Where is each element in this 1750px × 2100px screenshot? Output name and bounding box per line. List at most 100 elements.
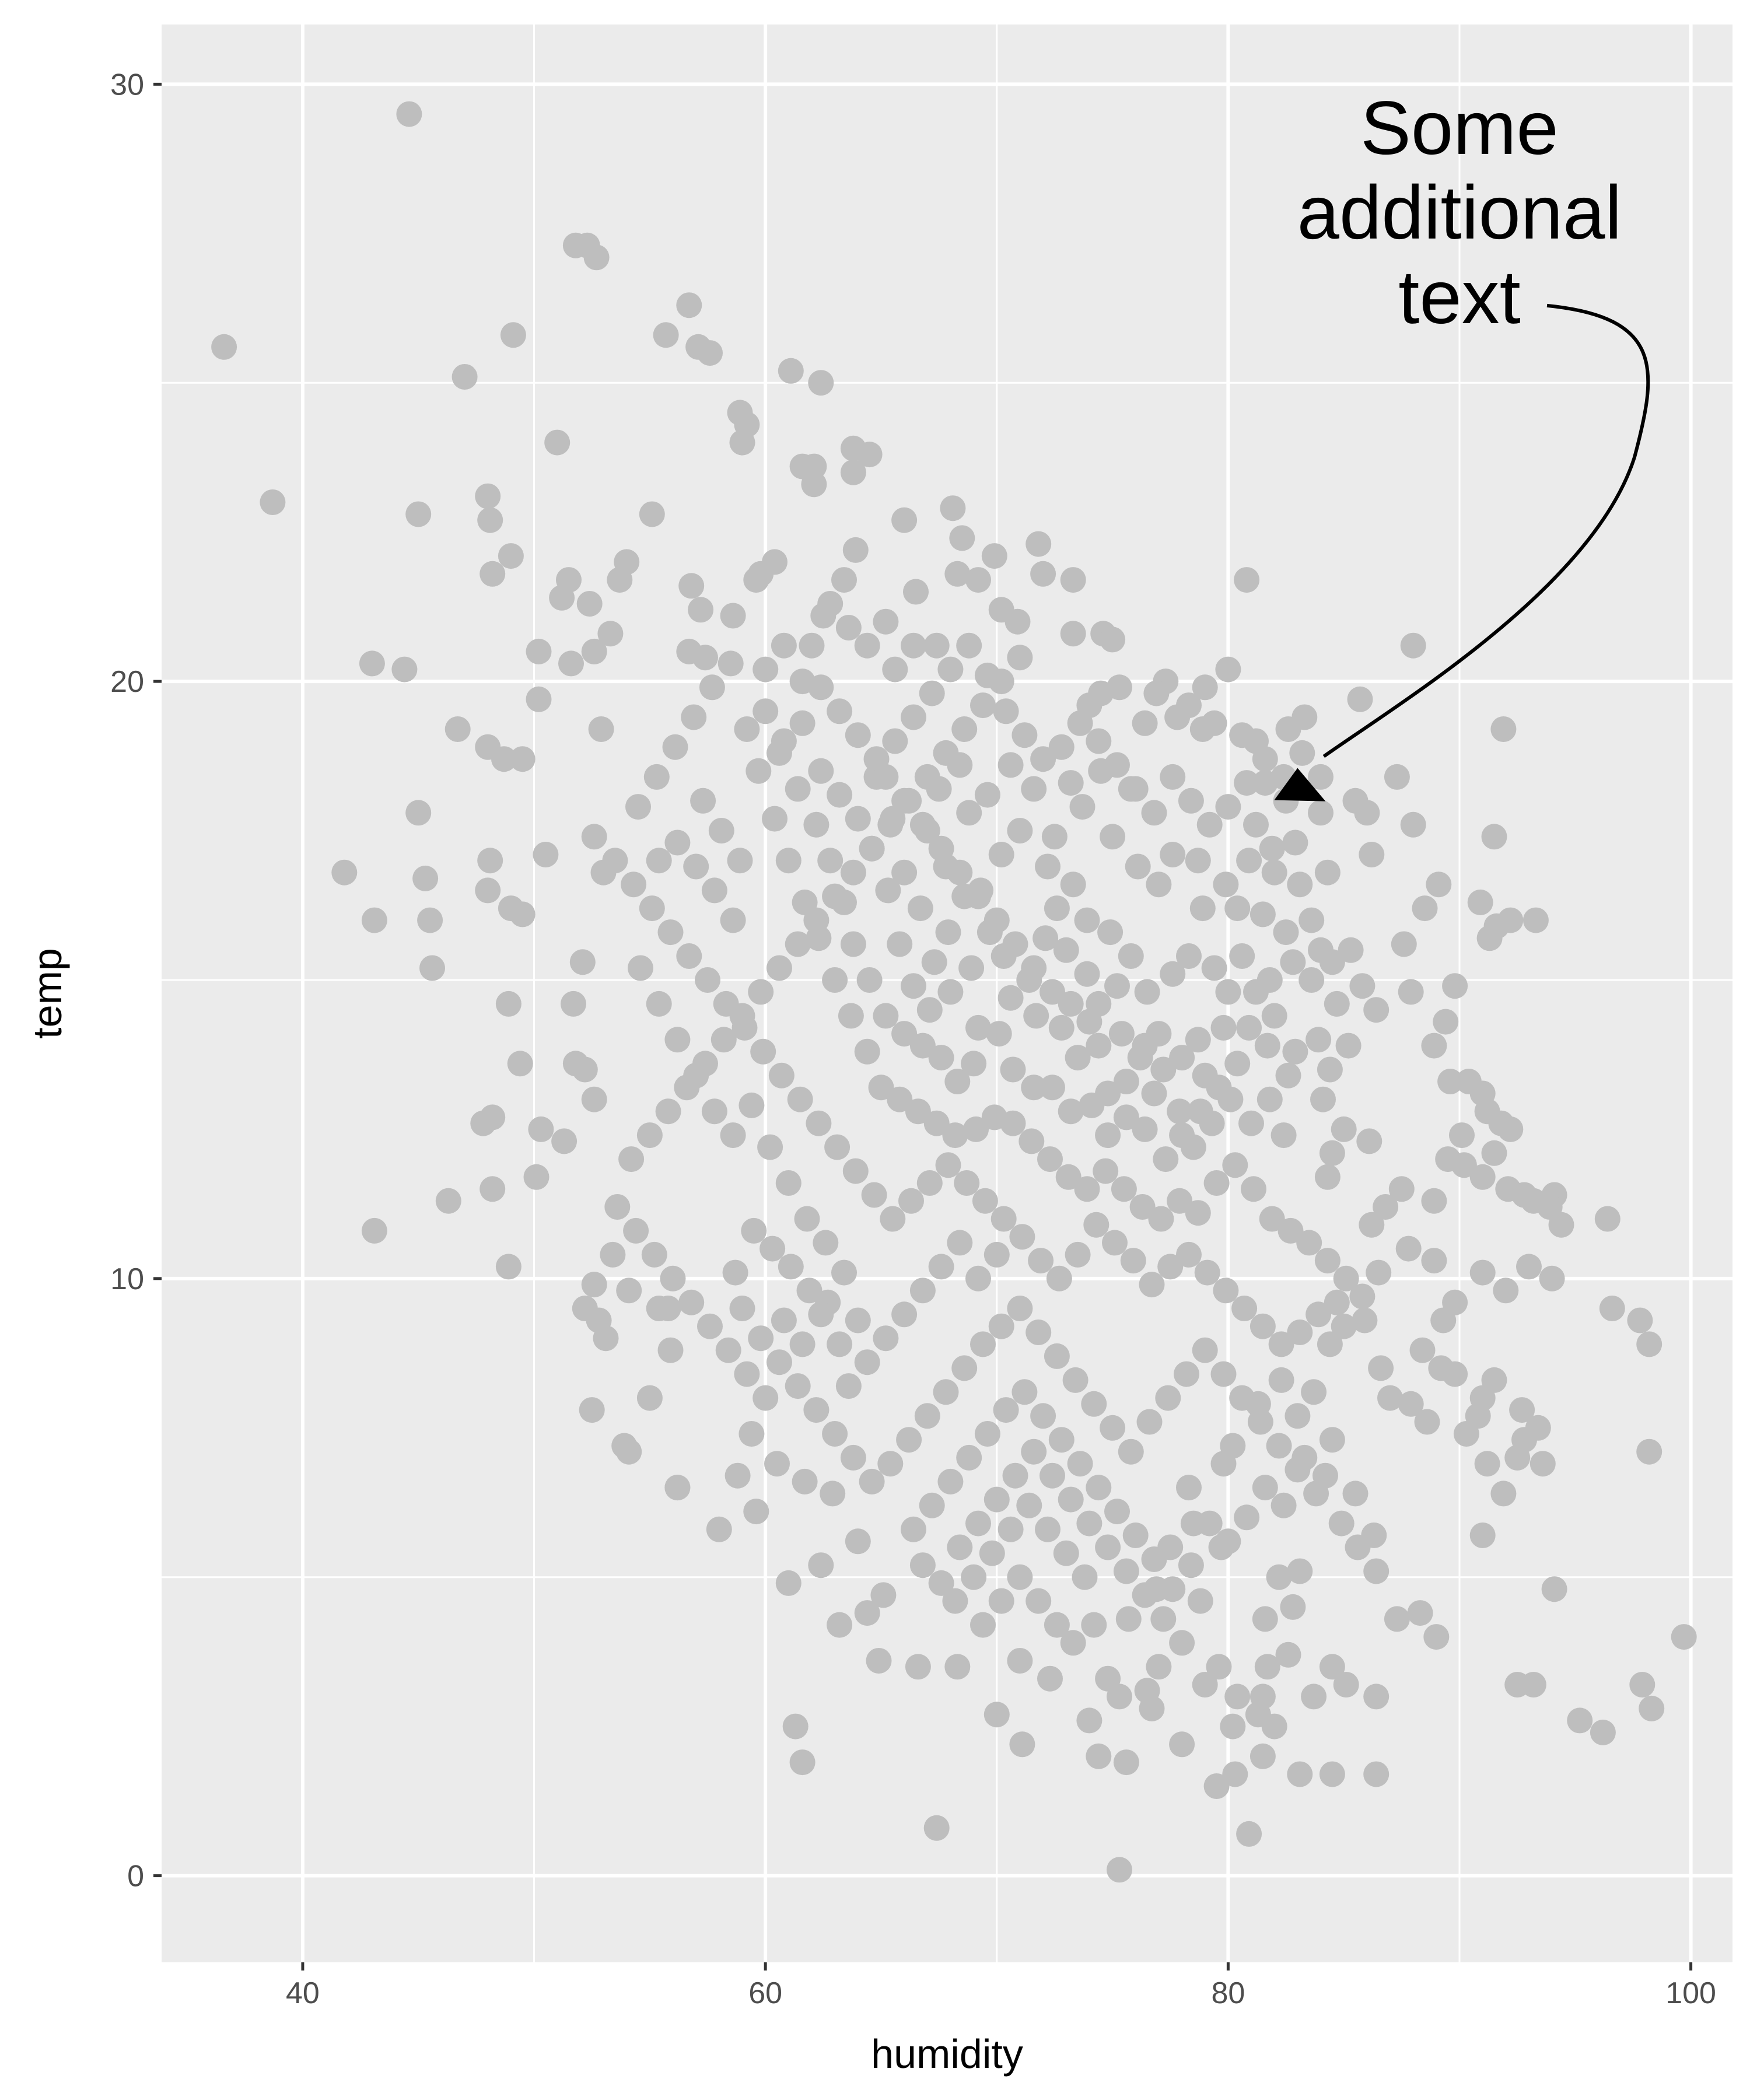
data-point xyxy=(928,1570,954,1596)
data-point xyxy=(708,818,734,844)
data-point xyxy=(916,997,943,1023)
data-point xyxy=(1636,1331,1662,1357)
data-point xyxy=(1490,716,1517,742)
data-point xyxy=(748,1325,774,1352)
data-point xyxy=(602,848,628,874)
data-point xyxy=(480,561,506,587)
data-point xyxy=(909,1552,936,1578)
data-point xyxy=(1250,1743,1276,1769)
data-point xyxy=(961,1564,987,1590)
data-point xyxy=(639,501,665,527)
data-point xyxy=(724,1462,751,1489)
data-point xyxy=(799,632,825,659)
data-point xyxy=(1185,1027,1211,1053)
data-point xyxy=(1356,1128,1382,1154)
data-point xyxy=(435,1188,461,1214)
annotation-arrowhead xyxy=(1274,768,1326,802)
data-point xyxy=(1331,1313,1357,1339)
data-point xyxy=(1224,895,1251,922)
data-point xyxy=(641,1241,667,1268)
data-point xyxy=(944,1654,971,1680)
data-point xyxy=(752,656,779,682)
annotation-line-3: text xyxy=(1398,254,1521,340)
data-point xyxy=(1539,1265,1565,1292)
data-point xyxy=(1449,1122,1475,1149)
data-point xyxy=(588,716,614,742)
data-point xyxy=(1150,1606,1177,1632)
data-point xyxy=(1296,1230,1322,1256)
data-point xyxy=(1629,1672,1656,1698)
data-point xyxy=(452,364,478,390)
x-tick-label: 60 xyxy=(748,1976,782,2010)
data-point xyxy=(831,1259,857,1286)
data-point xyxy=(1333,1672,1359,1698)
data-point xyxy=(972,1188,998,1214)
data-point xyxy=(961,1051,987,1077)
data-point xyxy=(600,1241,626,1268)
data-point xyxy=(789,668,816,695)
data-point xyxy=(1167,1188,1193,1214)
data-point xyxy=(768,1062,794,1088)
data-point xyxy=(937,1468,964,1494)
data-point xyxy=(956,1444,982,1471)
data-point xyxy=(1409,1337,1436,1363)
data-point xyxy=(1412,895,1438,922)
data-point xyxy=(544,429,570,456)
data-point xyxy=(1516,1254,1542,1280)
data-point xyxy=(1048,734,1074,760)
data-point xyxy=(787,1086,813,1112)
data-point xyxy=(674,1074,700,1101)
data-point xyxy=(639,895,665,922)
data-point xyxy=(1044,895,1070,922)
data-point xyxy=(1139,1695,1165,1721)
data-point xyxy=(1426,872,1452,898)
data-point xyxy=(1104,752,1130,778)
data-point xyxy=(937,979,964,1005)
data-point xyxy=(509,746,536,772)
data-point xyxy=(1058,991,1084,1017)
data-point xyxy=(1035,1516,1060,1542)
data-point xyxy=(1146,1654,1172,1680)
data-point xyxy=(1247,1409,1273,1435)
data-point xyxy=(827,1331,853,1357)
data-point xyxy=(789,710,816,736)
data-point xyxy=(845,1528,871,1555)
data-point xyxy=(873,764,899,790)
data-point xyxy=(1373,1194,1399,1220)
data-point xyxy=(842,1158,869,1184)
data-point xyxy=(729,1003,755,1029)
data-point xyxy=(963,1116,989,1142)
data-point xyxy=(914,1403,940,1429)
data-point xyxy=(690,788,716,814)
data-point xyxy=(1118,943,1144,969)
data-point xyxy=(827,1612,853,1638)
data-point xyxy=(655,1098,681,1125)
data-point xyxy=(988,1588,1014,1614)
data-point xyxy=(1282,1038,1308,1065)
data-point xyxy=(662,734,688,760)
data-point xyxy=(981,543,1007,569)
data-point xyxy=(998,985,1024,1011)
y-tick-label: 0 xyxy=(127,1860,144,1894)
data-point xyxy=(986,1021,1012,1047)
data-point xyxy=(1132,1032,1158,1059)
data-point xyxy=(715,1337,741,1363)
data-point xyxy=(1400,811,1426,838)
data-point xyxy=(1046,1265,1072,1292)
data-point xyxy=(954,1170,980,1196)
data-point xyxy=(891,1021,918,1047)
data-point xyxy=(782,1713,808,1740)
data-point xyxy=(1041,824,1068,850)
data-point xyxy=(1030,746,1056,772)
annotation-line-1: Some xyxy=(1360,85,1559,170)
data-point xyxy=(1076,1707,1102,1734)
data-point xyxy=(1030,1403,1056,1429)
data-point xyxy=(1222,1152,1248,1178)
data-point xyxy=(616,1278,642,1304)
data-point xyxy=(873,608,899,635)
data-point xyxy=(1148,1206,1174,1232)
data-point xyxy=(771,1307,797,1334)
data-point xyxy=(1287,1558,1313,1584)
data-point xyxy=(1120,1248,1146,1274)
data-point xyxy=(1636,1438,1662,1465)
